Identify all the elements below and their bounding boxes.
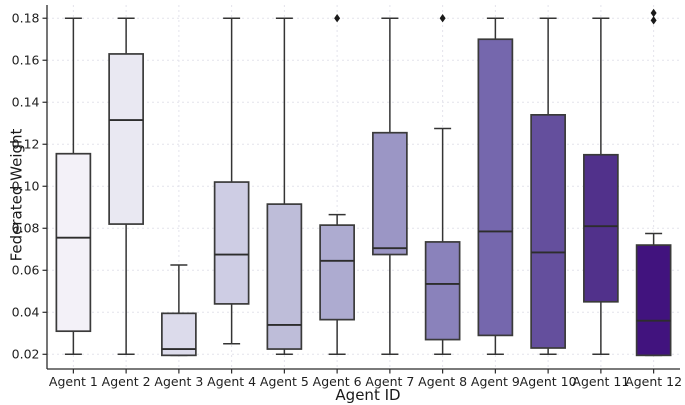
box-agent-9 (477, 38, 514, 337)
box-agent-7 (372, 131, 408, 256)
y-tick-label: 0.04 (12, 305, 40, 320)
x-tick-label: Agent 2 (102, 374, 151, 389)
y-tick-label: 0.12 (12, 137, 40, 152)
y-tick-label: 0.08 (12, 221, 40, 236)
x-axis-title: Agent ID (335, 386, 401, 404)
x-tick-label: Agent 3 (154, 374, 203, 389)
box-agent-8 (424, 241, 461, 341)
outlier-agent-8 (439, 14, 446, 23)
outlier-agent-12 (650, 16, 657, 25)
box-agent-12 (635, 244, 672, 357)
box-agent-2 (108, 53, 144, 225)
x-tick-label: Agent 4 (207, 374, 256, 389)
box-agent-10 (530, 114, 566, 349)
x-tick-label: Agent 6 (313, 374, 362, 389)
x-tick-label: Agent 9 (471, 374, 520, 389)
outlier-agent-12 (650, 8, 657, 18)
x-tick-label: Agent 5 (260, 374, 309, 389)
x-tick-label: Agent 11 (572, 374, 629, 389)
y-tick-label: 0.02 (12, 347, 40, 362)
y-tick-label: 0.16 (12, 53, 40, 68)
y-tick-label: 0.18 (12, 11, 40, 26)
x-tick-label: Agent 10 (520, 374, 577, 389)
x-tick-label: Agent 8 (418, 374, 467, 389)
outlier-agent-6 (334, 14, 341, 23)
y-tick-label: 0.06 (12, 263, 40, 278)
x-tick-label: Agent 7 (365, 374, 414, 389)
x-tick-label: Agent 1 (49, 374, 98, 389)
box-agent-1 (55, 152, 92, 333)
box-agent-4 (213, 181, 250, 305)
x-tick-label: Agent 12 (625, 374, 682, 389)
y-axis-title: Federated Weight (7, 128, 26, 262)
box-agent-6 (319, 224, 355, 321)
box-agent-11 (583, 153, 619, 303)
y-tick-label: 0.14 (12, 95, 40, 110)
box-agent-5 (266, 203, 303, 350)
y-tick-label: 0.10 (12, 179, 40, 194)
